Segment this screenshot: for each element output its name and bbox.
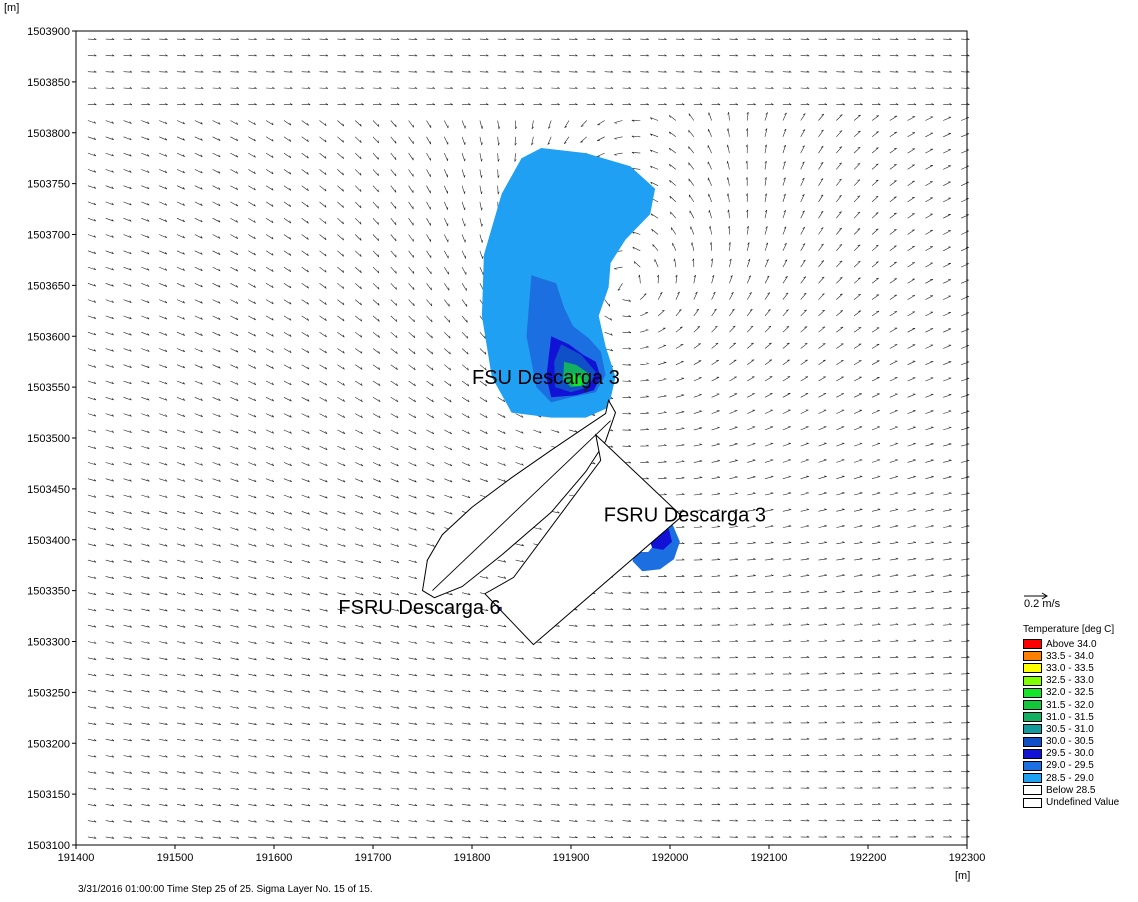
legend-entry: 29.0 - 29.5 (1023, 760, 1137, 772)
x-tick-label: 191400 (58, 852, 95, 864)
y-tick-label: 1503200 (27, 738, 70, 750)
y-tick-label: 1503850 (27, 77, 70, 89)
legend-entry: 33.5 - 34.0 (1023, 650, 1137, 662)
legend-label: Below 28.5 (1046, 784, 1096, 796)
legend-label: 31.0 - 31.5 (1046, 711, 1094, 723)
plume-region-6 (563, 361, 591, 388)
legend-swatch (1023, 748, 1042, 759)
y-tick-label: 1503750 (27, 179, 70, 191)
y-tick-label: 1503350 (27, 586, 70, 598)
legend-entry: 31.5 - 32.0 (1023, 699, 1137, 711)
legend-swatch (1023, 712, 1042, 723)
y-tick-label: 1503400 (27, 535, 70, 547)
point-marker-0 (583, 388, 588, 393)
y-tick-label: 1503700 (27, 230, 70, 242)
plot-frame (75, 30, 968, 846)
legend-entry: 31.0 - 31.5 (1023, 711, 1137, 723)
x-tick-label: 192200 (850, 852, 887, 864)
legend-swatch (1023, 651, 1042, 662)
y-tick-label: 1503650 (27, 280, 70, 292)
legend-label: 29.5 - 30.0 (1046, 748, 1094, 760)
y-tick-label: 1503150 (27, 789, 70, 801)
x-tick-label: 191600 (256, 852, 293, 864)
temperature-plume-layer (481, 148, 680, 572)
legend-swatch (1023, 760, 1042, 771)
x-tick-label: 191500 (157, 852, 194, 864)
y-tick-label: 1503100 (27, 840, 70, 852)
legend: 0.2 m/s Temperature [deg C] Above 34.0 33… (1023, 588, 1137, 809)
y-tick-label: 1503600 (27, 331, 70, 343)
legend-label: 30.0 - 30.5 (1046, 736, 1094, 748)
legend-swatch (1023, 724, 1042, 735)
legend-swatch (1023, 797, 1042, 808)
x-axis-unit: [m] (955, 870, 971, 882)
plume-region-7 (571, 373, 583, 387)
legend-swatch (1023, 773, 1042, 784)
legend-label: Above 34.0 (1046, 638, 1097, 650)
legend-label: 32.0 - 32.5 (1046, 687, 1094, 699)
legend-label: 29.0 - 29.5 (1046, 760, 1094, 772)
moored-vessel (484, 433, 683, 646)
legend-swatch (1023, 639, 1042, 650)
x-tick-label: 191800 (454, 852, 491, 864)
legend-swatch (1023, 675, 1042, 686)
legend-swatch (1023, 700, 1042, 711)
point-marker-1 (497, 606, 502, 611)
annotation-label-0: FSU Descarga 3 (472, 367, 620, 389)
marker-layer (497, 388, 588, 611)
y-axis-unit: [m] (4, 2, 20, 14)
fsru-inner-line (432, 420, 611, 591)
scale-arrow-icon (1024, 592, 1048, 600)
annotation-layer: FSU Descarga 3 FSRU Descarga 3 FSRU Descar… (338, 367, 766, 619)
legend-entry: 33.0 - 33.5 (1023, 662, 1137, 674)
footer-timestep: 3/31/2016 01:00:00 Time Step 25 of 25. S… (78, 884, 373, 895)
legend-entry: 29.5 - 30.0 (1023, 748, 1137, 760)
legend-label: 32.5 - 33.0 (1046, 675, 1094, 687)
legend-entry: Above 34.0 (1023, 638, 1137, 650)
annotation-label-2: FSRU Descarga 6 (338, 597, 500, 619)
legend-entry: Undefined Value (1023, 796, 1137, 808)
y-tick-label: 1503300 (27, 637, 70, 649)
plume-region-0 (481, 148, 656, 418)
x-tick-label: 191900 (553, 852, 590, 864)
axis-ticks: 191400 191500 191600 191700 191800 191900 1920… (27, 26, 985, 864)
legend-label: 31.5 - 32.0 (1046, 699, 1094, 711)
legend-swatch (1023, 736, 1042, 747)
legend-entry: 32.0 - 32.5 (1023, 687, 1137, 699)
legend-label: 33.5 - 34.0 (1046, 650, 1094, 662)
legend-label: 28.5 - 29.0 (1046, 772, 1094, 784)
legend-entry: 30.0 - 30.5 (1023, 736, 1137, 748)
x-tick-label: 192100 (751, 852, 788, 864)
legend-items: Above 34.0 33.5 - 34.0 33.0 - 33.5 32.5 - 3… (1023, 638, 1137, 809)
x-tick-label: 191700 (355, 852, 392, 864)
vector-scale-label: 0.2 m/s (1024, 598, 1061, 610)
legend-entry: 28.5 - 29.0 (1023, 772, 1137, 784)
legend-entry: 32.5 - 33.0 (1023, 675, 1137, 687)
legend-label: 33.0 - 33.5 (1046, 662, 1094, 674)
y-tick-label: 1503900 (27, 26, 70, 38)
y-tick-label: 1503550 (27, 382, 70, 394)
y-tick-label: 1503450 (27, 484, 70, 496)
legend-swatch (1023, 687, 1042, 698)
annotation-label-1: FSRU Descarga 3 (604, 504, 766, 526)
legend-label: Undefined Value (1046, 797, 1120, 809)
structure-layer (421, 399, 683, 646)
legend-title: Temperature [deg C] (1023, 624, 1115, 635)
x-tick-label: 192300 (949, 852, 986, 864)
vector-scale: 0.2 m/s (1023, 588, 1137, 618)
x-tick-label: 192000 (652, 852, 689, 864)
fsru-hull (421, 399, 617, 599)
y-tick-label: 1503800 (27, 128, 70, 140)
legend-entry: Below 28.5 (1023, 784, 1137, 796)
y-tick-label: 1503250 (27, 687, 70, 699)
plot-svg: FSU Descarga 3 FSRU Descarga 3 FSRU Descar… (27, 26, 985, 864)
legend-swatch (1023, 785, 1042, 796)
y-tick-label: 1503500 (27, 433, 70, 445)
legend-label: 30.5 - 31.0 (1046, 723, 1094, 735)
legend-entry: 30.5 - 31.0 (1023, 723, 1137, 735)
legend-swatch (1023, 663, 1042, 674)
